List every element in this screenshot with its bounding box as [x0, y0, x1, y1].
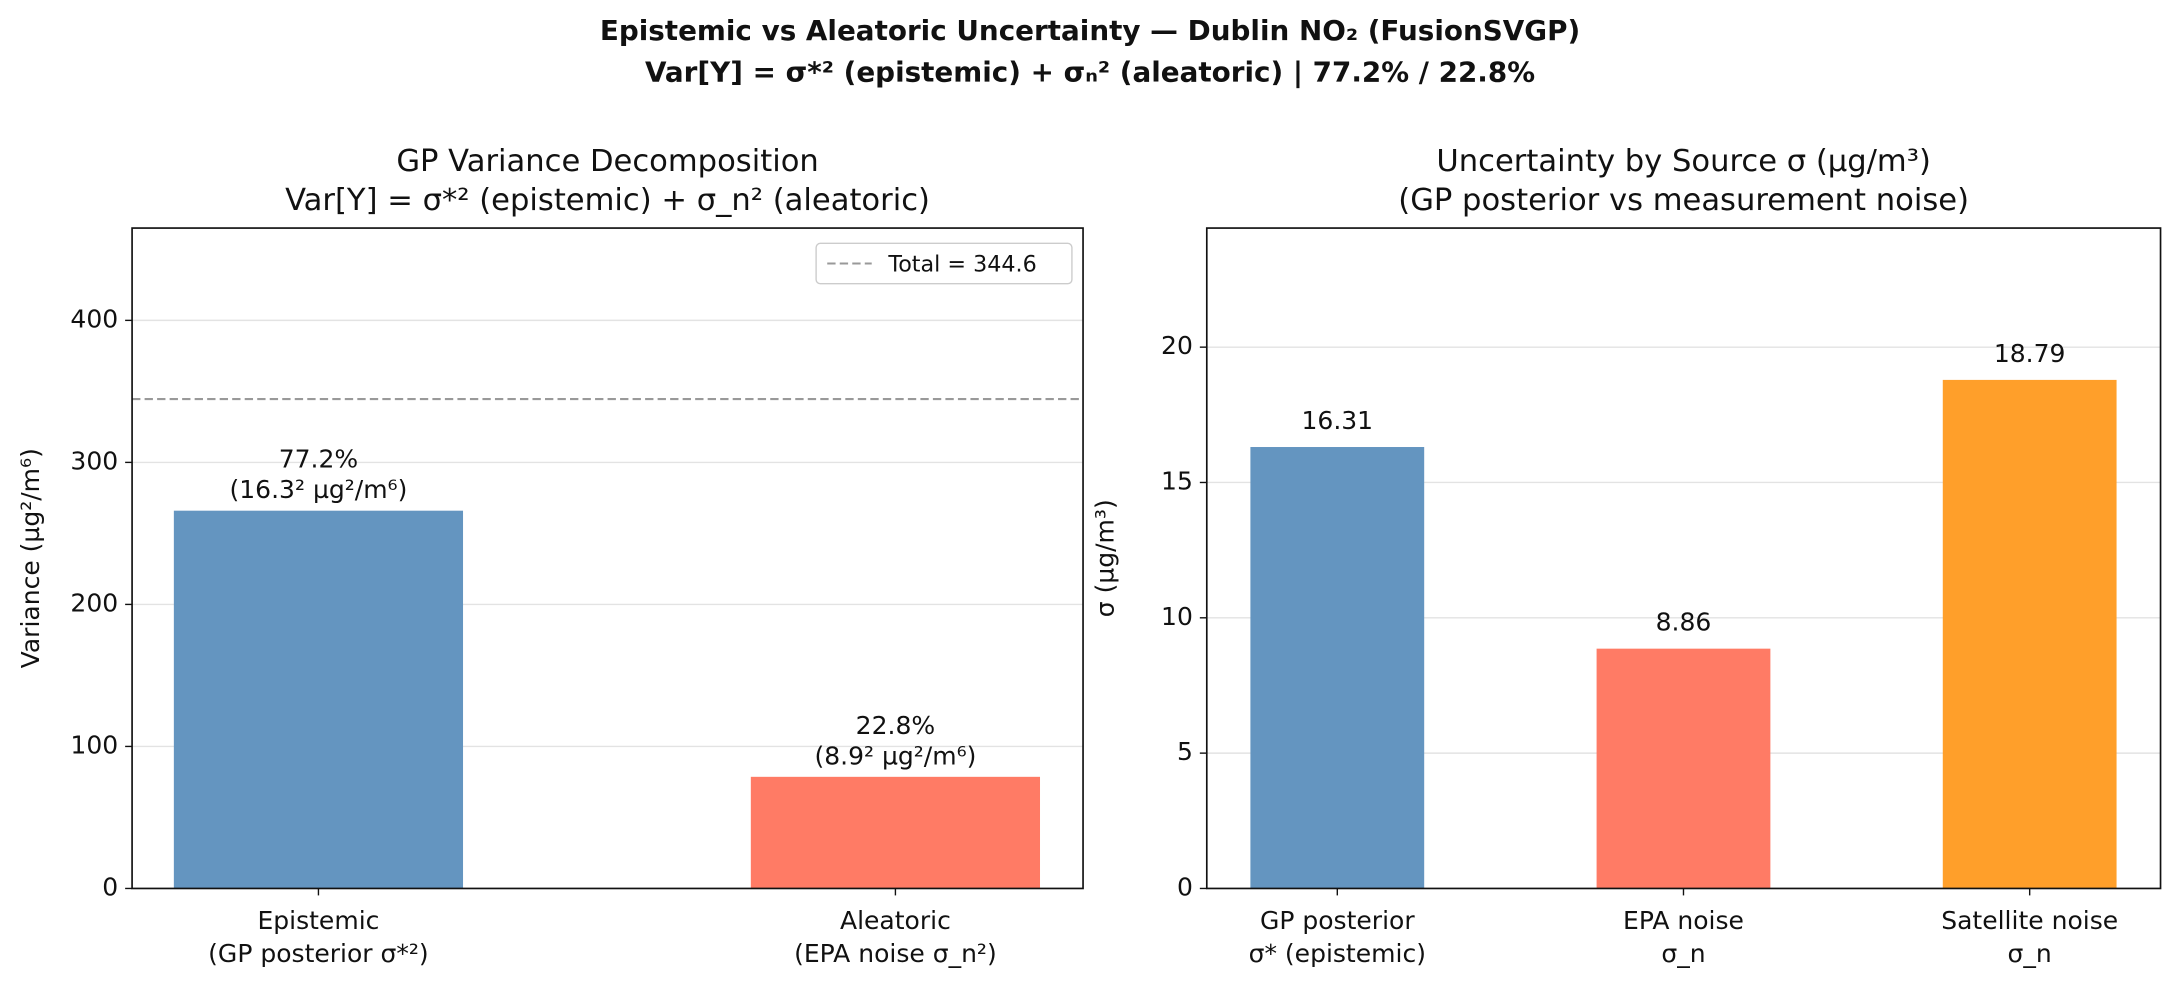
- axes-frame: [131, 227, 1084, 890]
- y-tick-label: 400: [70, 304, 118, 333]
- bar-label: (8.9² µg²/m⁶): [814, 741, 976, 770]
- x-tick-label: σ_n: [2008, 939, 2052, 968]
- y-axis-label: σ (µg/m³): [1091, 499, 1120, 617]
- x-tick-label: σ* (epistemic): [1249, 939, 1426, 968]
- y-tick-label: 20: [1161, 331, 1193, 360]
- chart-title: Var[Y] = σ*² (epistemic) + σ_n² (aleator…: [285, 183, 930, 218]
- y-tick-label: 300: [70, 446, 118, 475]
- chart-title: Uncertainty by Source σ (µg/m³): [1436, 144, 1931, 179]
- y-tick-label: 0: [102, 872, 118, 901]
- y-tick-label: 15: [1161, 466, 1193, 495]
- value-label: 16.31: [1301, 406, 1373, 435]
- y-axis-label: Variance (µg²/m⁶): [16, 448, 45, 668]
- bar-label: 77.2%: [279, 445, 358, 474]
- x-tick-label: GP posterior: [1260, 906, 1415, 935]
- bar: [1596, 648, 1771, 889]
- suptitle-formula: Var[Y] = σ*² (epistemic) + σₙ² (aleatori…: [645, 56, 1535, 89]
- bar: [1942, 379, 2117, 889]
- x-tick-label: Epistemic: [257, 906, 379, 935]
- legend-box: [815, 242, 1073, 285]
- y-tick-label: 0: [1177, 872, 1193, 901]
- chart-title: (GP posterior vs measurement noise): [1398, 183, 1969, 218]
- x-tick-label: σ_n: [1661, 939, 1705, 968]
- x-tick-label: Aleatoric: [840, 906, 951, 935]
- axes-frame: [1205, 227, 2162, 890]
- y-tick-label: 100: [70, 730, 118, 759]
- x-tick-label: EPA noise: [1623, 906, 1744, 935]
- value-label: 18.79: [1994, 339, 2066, 368]
- bar: [750, 776, 1041, 889]
- x-tick-label: (EPA noise σ_n²): [794, 939, 997, 968]
- bar: [173, 510, 464, 889]
- value-label: 8.86: [1656, 608, 1712, 637]
- bar-label: (16.3² µg²/m⁶): [230, 475, 408, 504]
- x-tick-label: Satellite noise: [1941, 906, 2118, 935]
- suptitle: Epistemic vs Aleatoric Uncertainty — Dub…: [600, 14, 1580, 47]
- y-tick-label: 200: [70, 588, 118, 617]
- y-tick-label: 10: [1161, 602, 1193, 631]
- bar: [1250, 447, 1425, 889]
- x-tick-label: (GP posterior σ*²): [208, 939, 429, 968]
- chart-title: GP Variance Decomposition: [396, 144, 818, 179]
- legend-label: Total = 344.6: [887, 251, 1036, 277]
- bar-label: 22.8%: [856, 711, 935, 740]
- y-tick-label: 5: [1177, 737, 1193, 766]
